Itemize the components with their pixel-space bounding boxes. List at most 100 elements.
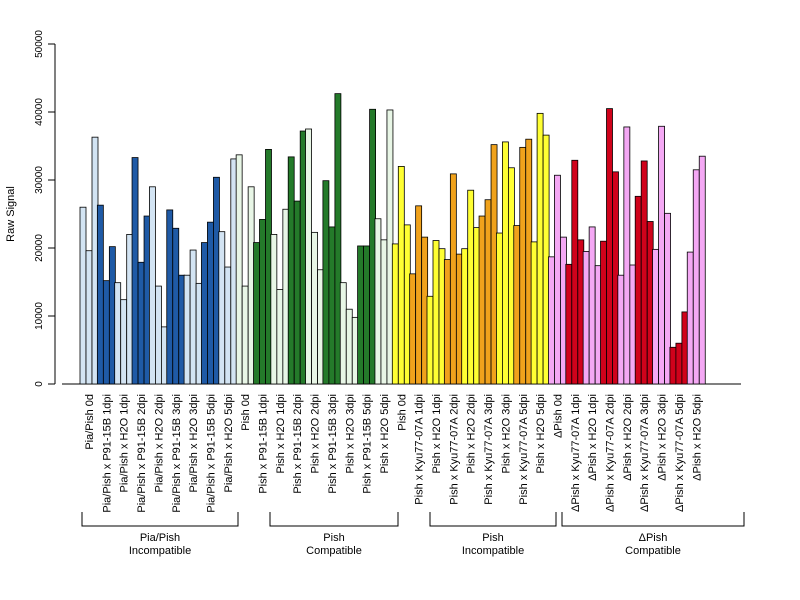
bar <box>166 209 174 385</box>
group-label: Pia/Pish <box>140 532 180 544</box>
x-tick-label: ΔPish 0d <box>552 394 564 438</box>
bars-layer <box>79 93 706 385</box>
bar <box>623 126 631 385</box>
x-tick-label: Pish x Kyu77-07A 5dpi <box>518 394 530 505</box>
bar <box>253 242 260 385</box>
x-tick-label: Pish x H2O 5dpi <box>535 394 547 473</box>
bar <box>85 250 93 385</box>
bar <box>241 285 249 385</box>
bar <box>432 240 440 385</box>
bar <box>495 232 503 385</box>
bar <box>669 346 677 385</box>
x-tick-label: Pish x H2O 2dpi <box>466 394 478 473</box>
x-tick-label: Pish x Kyu77-07A 1dpi <box>414 394 426 505</box>
bar <box>374 218 382 385</box>
x-tick-label: Pia/Pish x H2O 1dpi <box>119 394 131 492</box>
bar <box>617 274 625 385</box>
bar <box>461 248 469 385</box>
bar <box>519 146 527 385</box>
bar <box>305 128 312 385</box>
bar <box>293 200 301 385</box>
x-tick-label: Pia/Pish x H2O 3dpi <box>188 394 200 492</box>
bar <box>334 93 342 385</box>
bar <box>686 251 694 385</box>
bar <box>588 226 596 385</box>
y-tick-label: 10000 <box>34 302 45 330</box>
bar <box>328 226 336 385</box>
bar <box>148 186 156 385</box>
bar <box>120 299 128 385</box>
bar <box>363 245 371 385</box>
bar <box>501 141 509 385</box>
bar <box>189 249 197 385</box>
y-axis-title: Raw Signal <box>5 186 17 242</box>
category-labels: Pia/Pish 0d Pia/Pish x P91-15B 1dpi Pia/Pi… <box>84 394 703 513</box>
bar <box>600 240 607 385</box>
bar <box>218 231 226 385</box>
x-tick-label: ΔPish x Kyu77-07A 3dpi <box>639 394 651 512</box>
bar <box>131 157 139 385</box>
bar <box>565 263 573 385</box>
bar <box>339 282 347 385</box>
x-tick-label: ΔPish x H2O 5dpi <box>691 394 703 481</box>
group-bracket <box>81 512 239 527</box>
bar <box>322 180 330 385</box>
bar <box>443 259 451 385</box>
bar <box>201 242 208 385</box>
bar <box>548 256 555 385</box>
x-tick-label: Pia/Pish x H2O 2dpi <box>153 394 165 492</box>
bar <box>102 280 110 385</box>
bar <box>530 241 538 385</box>
x-tick-label: Pia/Pish x P91-15B 2dpi <box>136 394 148 513</box>
x-tick-label: Pish x H2O 3dpi <box>344 394 356 473</box>
bar <box>276 289 284 385</box>
group-bracket <box>429 512 557 527</box>
group-label: Pish <box>323 532 344 544</box>
x-tick-label: ΔPish x H2O 2dpi <box>622 394 634 481</box>
bar <box>345 308 353 385</box>
x-tick-label: Pish x Kyu77-07A 3dpi <box>483 394 495 505</box>
bar <box>449 173 457 385</box>
bar <box>658 125 665 385</box>
bar <box>582 250 590 385</box>
x-tick-label: Pish x H2O 3dpi <box>500 394 512 473</box>
x-tick-label: ΔPish x Kyu77-07A 5dpi <box>674 394 686 512</box>
bar <box>634 195 642 385</box>
x-tick-label: Pia/Pish 0d <box>84 394 96 450</box>
x-tick-label: Pish x H2O 1dpi <box>431 394 443 473</box>
x-tick-label: Pish x H2O 1dpi <box>275 394 287 473</box>
x-tick-label: ΔPish x Kyu77-07A 1dpi <box>570 394 582 512</box>
bar <box>183 274 191 385</box>
bar <box>380 239 388 385</box>
bar <box>478 215 486 385</box>
y-tick-label: 50000 <box>34 30 45 58</box>
bar <box>357 245 365 385</box>
y-axis: 0 10000 20000 30000 40000 50000 <box>34 30 56 387</box>
bar <box>606 108 613 385</box>
bar <box>426 295 434 385</box>
bar <box>698 155 706 385</box>
bar <box>664 212 671 385</box>
group-bracket <box>269 512 399 527</box>
bar <box>96 204 104 385</box>
x-tick-label: Pish x P91-15B 2dpi <box>292 394 304 494</box>
x-tick-label: Pia/Pish x P91-15B 1dpi <box>101 394 113 513</box>
y-tick-label: 30000 <box>34 166 45 194</box>
bar <box>692 169 700 385</box>
bar <box>675 342 683 385</box>
bar <box>172 227 180 385</box>
bar <box>235 154 243 385</box>
bar <box>311 231 318 385</box>
y-tick-label: 0 <box>34 381 45 387</box>
bar <box>467 189 475 385</box>
group-label: ΔPish <box>639 532 668 544</box>
x-tick-label: ΔPish x H2O 3dpi <box>657 394 669 481</box>
x-tick-label: Pish x P91-15B 3dpi <box>327 394 339 494</box>
group-label: Pish <box>482 532 503 544</box>
bar <box>640 160 648 385</box>
bar <box>513 225 521 385</box>
bar <box>484 199 492 385</box>
bar <box>259 219 266 385</box>
bar <box>415 205 423 385</box>
x-tick-label: Pish 0d <box>396 394 408 431</box>
